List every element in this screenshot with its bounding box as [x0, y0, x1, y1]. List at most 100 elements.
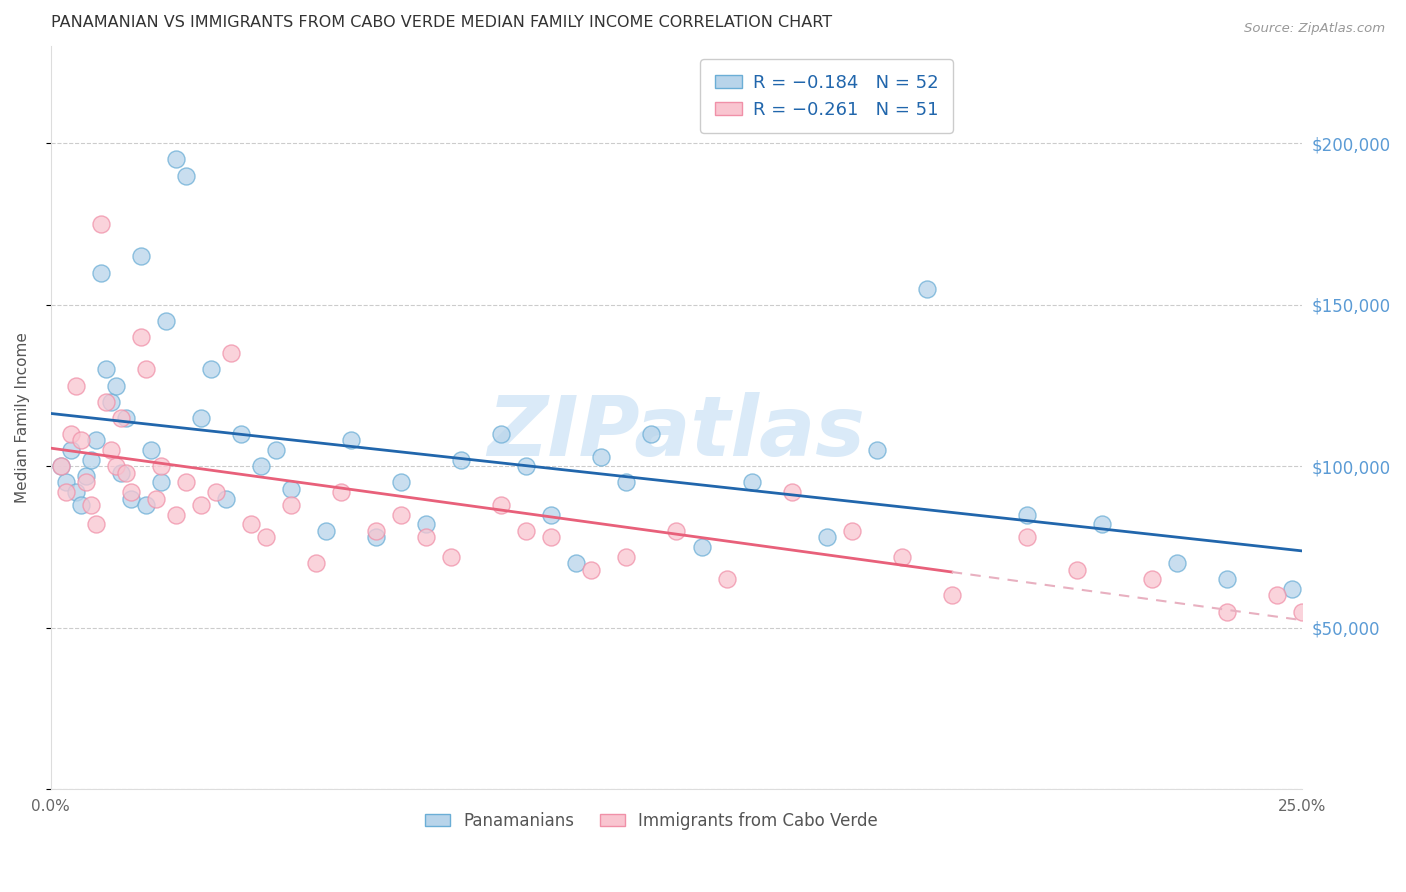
Point [219, 346, 242, 360]
Point [129, 249, 152, 263]
Point [280, 482, 302, 496]
Point [65, 485, 87, 500]
Point [315, 524, 337, 538]
Point [149, 459, 172, 474]
Point [135, 498, 157, 512]
Point [80, 452, 103, 467]
Point [90, 266, 112, 280]
Point [90, 217, 112, 231]
Point [229, 427, 252, 442]
Point [1166, 556, 1188, 570]
Point [415, 530, 437, 544]
Point [115, 410, 138, 425]
Point [65, 378, 87, 392]
Text: ZIPatlas: ZIPatlas [488, 392, 866, 473]
Point [165, 153, 187, 167]
Point [1015, 508, 1038, 522]
Point [366, 524, 388, 538]
Point [1216, 572, 1239, 586]
Point [540, 508, 562, 522]
Point [120, 485, 142, 500]
Point [640, 427, 662, 442]
Point [690, 540, 713, 554]
Point [165, 508, 187, 522]
Point [1316, 627, 1339, 641]
Point [84, 434, 107, 448]
Point [890, 549, 912, 564]
Point [250, 459, 273, 474]
Point [155, 314, 177, 328]
Point [190, 498, 212, 512]
Point [581, 563, 603, 577]
Point [100, 394, 122, 409]
Point [330, 485, 353, 500]
Point [84, 517, 107, 532]
Point [591, 450, 613, 464]
Point [716, 572, 738, 586]
Point [215, 491, 238, 506]
Point [1091, 517, 1114, 532]
Point [70, 434, 93, 448]
Point [450, 452, 472, 467]
Point [59, 427, 82, 442]
Point [120, 491, 142, 506]
Point [145, 491, 167, 506]
Point [190, 410, 212, 425]
Point [100, 443, 122, 458]
Point [491, 498, 513, 512]
Point [515, 524, 537, 538]
Point [1216, 605, 1239, 619]
Point [941, 589, 963, 603]
Point [264, 443, 287, 458]
Point [616, 549, 638, 564]
Point [115, 466, 138, 480]
Point [1265, 589, 1288, 603]
Point [389, 508, 412, 522]
Point [94, 362, 117, 376]
Point [305, 556, 328, 570]
Point [389, 475, 412, 490]
Point [815, 530, 838, 544]
Point [55, 475, 77, 490]
Point [841, 524, 863, 538]
Point [110, 466, 132, 480]
Point [94, 394, 117, 409]
Point [915, 282, 938, 296]
Point [415, 517, 437, 532]
Point [254, 530, 277, 544]
Point [780, 485, 803, 500]
Text: PANAMANIAN VS IMMIGRANTS FROM CABO VERDE MEDIAN FAMILY INCOME CORRELATION CHART: PANAMANIAN VS IMMIGRANTS FROM CABO VERDE… [51, 15, 832, 30]
Point [540, 530, 562, 544]
Point [75, 469, 97, 483]
Point [240, 517, 263, 532]
Point [515, 459, 537, 474]
Point [104, 459, 127, 474]
Point [139, 443, 162, 458]
Point [1015, 530, 1038, 544]
Point [1066, 563, 1088, 577]
Point [149, 475, 172, 490]
Point [741, 475, 763, 490]
Y-axis label: Median Family Income: Median Family Income [15, 333, 30, 503]
Point [340, 434, 363, 448]
Point [174, 169, 197, 183]
Text: Source: ZipAtlas.com: Source: ZipAtlas.com [1244, 22, 1385, 36]
Point [70, 498, 93, 512]
Point [200, 362, 222, 376]
Point [55, 485, 77, 500]
Point [205, 485, 228, 500]
Point [135, 362, 157, 376]
Point [49, 459, 72, 474]
Point [1281, 582, 1303, 596]
Point [616, 475, 638, 490]
Point [80, 498, 103, 512]
Point [49, 459, 72, 474]
Point [104, 378, 127, 392]
Point [129, 330, 152, 344]
Point [440, 549, 463, 564]
Point [866, 443, 889, 458]
Point [665, 524, 688, 538]
Point [174, 475, 197, 490]
Point [110, 410, 132, 425]
Point [280, 498, 302, 512]
